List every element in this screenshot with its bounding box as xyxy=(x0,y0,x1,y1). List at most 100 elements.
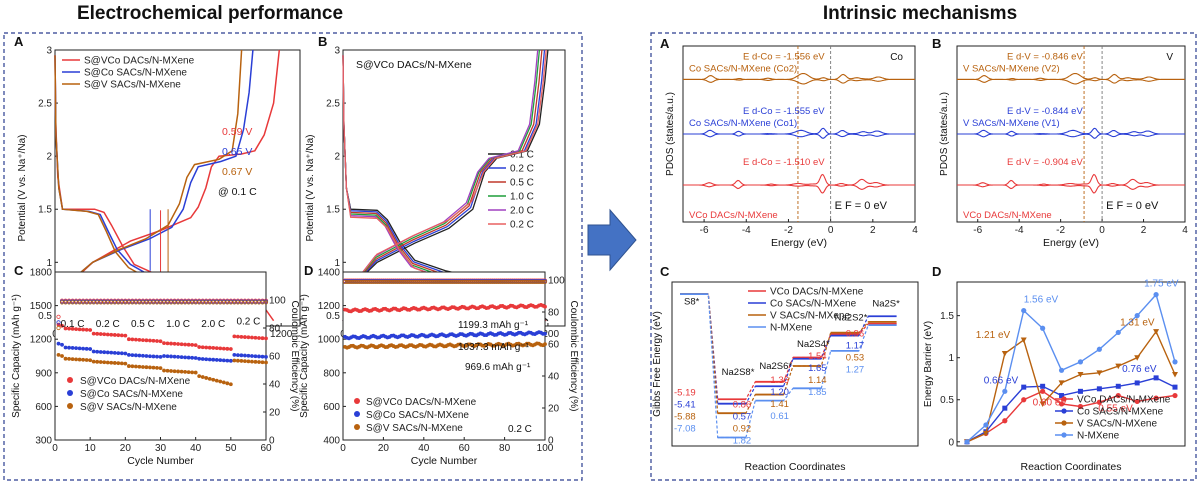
cycling-y2label: Coulombic Efficiency (%) xyxy=(568,301,579,412)
rate-capability-capacity-point xyxy=(246,335,251,340)
energy-barrier-series-marker xyxy=(1096,346,1102,352)
cycling-ce-point xyxy=(369,279,374,285)
cycling-ce-point xyxy=(504,279,509,285)
rate-capability-capacity-point xyxy=(172,354,177,359)
transition-arrow xyxy=(587,208,637,272)
rate-profiles-ytick-label: 3 xyxy=(334,46,340,57)
pdos-co-xtick-label: 4 xyxy=(912,225,918,236)
rate-capability-capacity-point xyxy=(169,369,173,373)
rate-capability-capacity-point xyxy=(151,354,156,359)
rate-capability-capacity-point xyxy=(98,360,103,364)
gibbs-legend-label: Co SACs/N-MXene xyxy=(770,299,857,310)
energy-barrier-series-marker xyxy=(1172,392,1178,399)
rate-capability-xtick-label: 30 xyxy=(155,443,167,454)
energy-barrier-series-marker xyxy=(1077,403,1084,410)
pdos-v-dband-center-label: E d-V = -0.844 eV xyxy=(1007,106,1083,117)
gibbs-step-label: 0.61 xyxy=(770,411,789,422)
rate-capability-capacity-point xyxy=(165,341,170,346)
energy-barrier-annotation: 0.76 eV xyxy=(1122,364,1157,375)
cycling-ce-point xyxy=(464,279,469,285)
cycling-ce-point xyxy=(447,279,453,285)
gibbs-step-label: 0.53 xyxy=(846,353,865,364)
left-frame xyxy=(3,32,583,481)
rate-capability-y2tick-label: 80 xyxy=(269,324,281,335)
rate-capability-capacity-point xyxy=(109,350,114,355)
gibbs-step-label: 1.82 xyxy=(733,436,752,447)
cycling-ce-point xyxy=(516,279,521,285)
voltage-profiles-xtick-label: 1200 xyxy=(270,329,293,340)
energy-barrier-series-marker xyxy=(1059,393,1065,399)
rate-capability-capacity-point xyxy=(84,358,89,362)
cycling-ce-point xyxy=(470,279,475,285)
pdos-co-trace-label: Co SACs/N-MXene (Co2) xyxy=(689,63,797,74)
rate-capability-capacity-point xyxy=(169,341,173,346)
cycling-ce-point xyxy=(490,279,495,285)
energy-barrier-series-marker xyxy=(1115,363,1122,370)
rate-profiles-legend-label: 1.0 C xyxy=(510,192,534,203)
energy-barrier-series-marker xyxy=(1040,325,1046,331)
energy-barrier-series-marker xyxy=(1040,383,1046,389)
cycling-xtick-label: 100 xyxy=(537,443,554,454)
rate-capability-ytick-label: 900 xyxy=(35,368,52,379)
rate-capability-capacity-point xyxy=(158,366,163,370)
rate-capability-rate-label: 0.2 C xyxy=(236,317,260,328)
cycling-ce-point xyxy=(383,279,388,285)
rate-capability-capacity-point xyxy=(211,357,216,362)
rate-capability-capacity-point xyxy=(257,354,261,359)
rate-capability-capacity-point xyxy=(60,342,64,347)
cycling-ytick-label: 1200 xyxy=(318,301,341,312)
cycling-ce-point xyxy=(421,279,426,285)
gibbs-species-label: Na2S* xyxy=(872,298,900,309)
cycling-ce-point xyxy=(456,279,461,285)
rate-capability-capacity-point xyxy=(193,343,198,348)
rate-capability-capacity-point xyxy=(137,337,142,342)
energy-barrier-annotation: 1.21 eV xyxy=(976,330,1011,341)
rate-capability-capacity-point xyxy=(239,359,244,363)
rate-capability-capacity-point xyxy=(105,350,110,355)
rate-capability-capacity-point xyxy=(193,370,198,375)
voltage-profiles-legend-label: S@VCo DACs/N-MXene xyxy=(84,56,195,67)
rate-capability-capacity-point xyxy=(88,328,93,332)
cycling-ce-point xyxy=(460,279,465,285)
rate-capability-capacity-point xyxy=(211,377,216,382)
cycling-ce-point xyxy=(389,279,394,285)
rate-capability-capacity-point xyxy=(158,354,163,359)
rate-capability-capacity-point xyxy=(264,336,268,341)
rate-capability-capacity-point xyxy=(243,359,247,364)
gibbs-step-label: 1.14 xyxy=(808,375,827,386)
energy-barrier-series-marker xyxy=(1096,370,1103,376)
gibbs-step-label: 1.20 xyxy=(770,387,789,398)
rate-capability-capacity-point xyxy=(250,335,254,340)
rate-capability-capacity-point xyxy=(81,327,86,332)
cycling-y2tick-label: 100 xyxy=(548,276,565,287)
voltage-profiles-ytick-label: 3 xyxy=(46,46,52,57)
cycling-xlabel: Cycle Number xyxy=(411,455,478,467)
rate-capability-capacity-point xyxy=(232,334,237,339)
rate-capability-y2label: Coulombic Efficiency (%) xyxy=(289,301,300,412)
rate-capability-capacity-point xyxy=(105,332,110,337)
rate-capability-capacity-point xyxy=(116,351,121,355)
cycling-xtick-label: 0 xyxy=(340,443,346,454)
rate-capability-capacity-point xyxy=(228,347,233,351)
cycling-ce-point xyxy=(449,279,455,285)
energy-barrier-series-marker xyxy=(1096,386,1102,392)
rate-capability-capacity-point xyxy=(200,357,205,361)
cycling-ce-point xyxy=(359,279,364,285)
rate-capability-capacity-point xyxy=(257,336,261,340)
rate-capability-capacity-point xyxy=(144,354,149,358)
rate-capability-capacity-point xyxy=(130,337,135,342)
pdos-v-pdos-down-trace xyxy=(957,78,1185,85)
energy-barrier-legend-label: Co SACs/N-MXene xyxy=(1077,407,1164,418)
rate-capability-legend-marker xyxy=(67,390,73,396)
voltage-profiles-annotation: 0.65 V xyxy=(222,146,252,158)
rate-capability-ytick-label: 1200 xyxy=(30,335,53,346)
rate-capability-capacity-point xyxy=(183,355,188,360)
voltage-profiles-annotation: 0.59 V xyxy=(222,126,252,138)
cycling-ce-point xyxy=(536,279,542,285)
cycling-y2tick-label: 80 xyxy=(548,308,560,319)
rate-capability-capacity-point xyxy=(119,351,124,356)
rate-capability-capacity-point xyxy=(123,361,128,366)
cycling-ce-point xyxy=(439,279,445,285)
pdos-co-pdos-down-trace xyxy=(683,78,915,85)
rate-capability-xtick-label: 20 xyxy=(120,443,132,454)
